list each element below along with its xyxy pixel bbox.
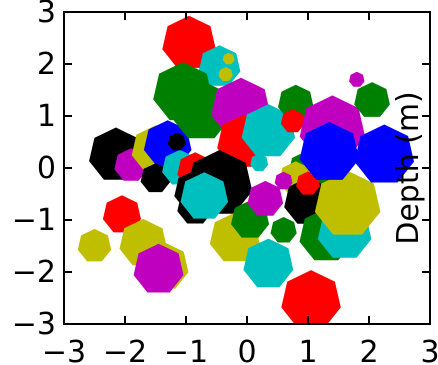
data-points	[77, 15, 414, 324]
axis-ticks: −3 −2 −1 0 1 2 3 3 2 1 0 −1 −2 −3	[12, 0, 438, 365]
y-tick-label: 3	[37, 0, 56, 30]
x-tick-label: 0	[237, 335, 256, 365]
data-point	[77, 228, 112, 262]
data-point	[354, 124, 414, 183]
data-point	[314, 170, 381, 235]
y-tick-label: −2	[12, 255, 56, 290]
data-point	[247, 180, 284, 216]
y-tick-label: −3	[12, 307, 56, 342]
data-point	[280, 109, 305, 133]
data-point	[162, 15, 216, 68]
data-point	[278, 84, 314, 120]
x-tick-label: −2	[103, 335, 147, 365]
data-point	[354, 82, 390, 117]
data-point	[180, 172, 229, 219]
y-axis-label: Depth (m)	[391, 91, 426, 245]
data-point	[222, 52, 235, 65]
x-tick-label: 3	[420, 335, 438, 365]
data-point	[274, 171, 293, 190]
y-tick-label: 2	[37, 47, 56, 82]
x-tick-label: −1	[164, 335, 208, 365]
data-point	[270, 217, 297, 243]
x-tick-label: −3	[42, 335, 86, 365]
data-point	[299, 121, 360, 180]
x-tick-label: 1	[298, 335, 317, 365]
data-point	[102, 195, 141, 233]
data-point	[349, 71, 365, 87]
data-point	[241, 104, 296, 157]
data-point	[243, 238, 294, 288]
data-point	[250, 153, 269, 171]
y-tick-label: −1	[12, 203, 56, 238]
y-tick-label: 1	[37, 99, 56, 134]
data-point	[218, 67, 233, 81]
data-point	[133, 243, 184, 293]
y-tick-label: 0	[37, 151, 56, 186]
x-tick-label: 2	[359, 335, 378, 365]
data-point	[167, 132, 186, 151]
data-point	[281, 270, 341, 324]
